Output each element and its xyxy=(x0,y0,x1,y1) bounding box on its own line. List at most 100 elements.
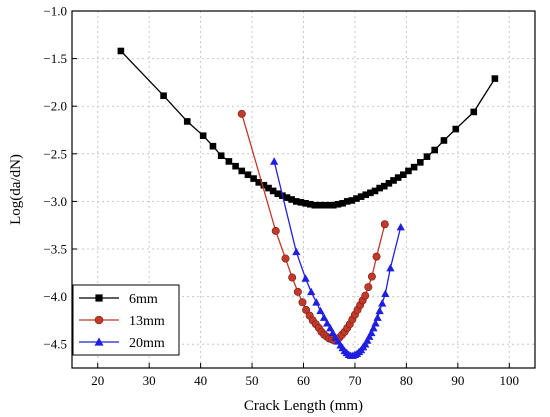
data-point-6mm xyxy=(348,197,356,204)
data-point-6mm xyxy=(292,198,300,205)
data-point-6mm xyxy=(250,175,257,182)
data-point-6mm xyxy=(199,132,207,140)
data-point-20mm xyxy=(270,157,279,165)
x-tick-label: 100 xyxy=(500,373,520,388)
grid xyxy=(72,10,535,368)
data-point-20mm xyxy=(371,319,380,327)
series-line-6mm xyxy=(120,50,496,206)
y-tick-label: −1.5 xyxy=(43,51,67,66)
legend-marker xyxy=(94,337,104,346)
legend-marker xyxy=(95,294,103,302)
x-tick-label: 60 xyxy=(297,373,310,388)
data-point-6mm xyxy=(274,190,282,198)
x-tick-label: 50 xyxy=(246,373,259,388)
data-point-6mm xyxy=(232,162,239,170)
y-tick-label: −4.5 xyxy=(43,337,67,352)
data-point-20mm xyxy=(369,323,378,332)
data-point-20mm xyxy=(396,222,405,231)
legend-marker xyxy=(94,315,104,325)
data-point-13mm xyxy=(293,287,302,296)
data-point-13mm xyxy=(281,254,290,263)
data-point-13mm xyxy=(380,220,389,229)
data-point-6mm xyxy=(394,174,402,181)
data-point-6mm xyxy=(410,163,418,171)
data-point-6mm xyxy=(362,191,370,199)
data-point-20mm xyxy=(363,336,372,344)
data-point-6mm xyxy=(380,182,388,190)
data-point-6mm xyxy=(117,47,125,55)
data-point-13mm xyxy=(361,291,370,300)
series-13mm xyxy=(237,109,389,345)
legend-item-6mm: 6mm xyxy=(79,292,158,307)
legend-item-13mm: 13mm xyxy=(79,314,165,329)
data-point-6mm xyxy=(390,177,397,184)
data-point-6mm xyxy=(452,125,460,133)
data-point-6mm xyxy=(311,201,319,209)
data-point-6mm xyxy=(265,184,272,192)
series-layer xyxy=(117,47,499,359)
legend-item-20mm: 20mm xyxy=(79,336,165,351)
data-point-6mm xyxy=(385,180,393,187)
data-point-6mm xyxy=(353,195,360,202)
data-point-13mm xyxy=(271,226,280,235)
data-point-6mm xyxy=(431,146,438,154)
data-point-6mm xyxy=(320,201,328,209)
data-point-6mm xyxy=(306,200,314,208)
legend: 6mm 13mm 20mm xyxy=(72,284,180,356)
data-point-20mm xyxy=(319,313,329,321)
data-point-13mm xyxy=(237,109,246,118)
y-tick-label: −4.0 xyxy=(43,289,67,304)
ticks: 20 30 40 50 60 70 80 90 100 −1.0 −1.5 −2.0 −2.5 −3.0 −… xyxy=(43,4,519,389)
data-point-20mm xyxy=(307,287,316,296)
data-point-6mm xyxy=(269,187,277,195)
x-tick-label: 70 xyxy=(348,373,361,388)
x-tick-label: 80 xyxy=(400,373,413,388)
data-point-20mm xyxy=(367,328,376,337)
data-point-13mm xyxy=(288,273,297,282)
data-point-6mm xyxy=(491,75,499,82)
data-point-6mm xyxy=(405,167,412,175)
data-point-6mm xyxy=(440,137,448,144)
x-tick-label: 30 xyxy=(143,373,156,388)
legend-label: 20mm xyxy=(129,336,165,351)
data-point-6mm xyxy=(470,108,478,116)
data-point-20mm xyxy=(301,274,310,282)
data-point-6mm xyxy=(376,184,383,192)
x-tick-label: 90 xyxy=(451,373,464,388)
data-point-6mm xyxy=(367,189,374,197)
data-point-20mm xyxy=(378,299,387,307)
data-point-20mm xyxy=(365,332,374,340)
data-point-13mm xyxy=(364,283,373,292)
data-point-6mm xyxy=(225,158,233,165)
data-point-6mm xyxy=(183,118,191,125)
x-axis-title: Crack Length (mm) xyxy=(244,398,363,414)
data-point-6mm xyxy=(255,179,263,186)
series-6mm xyxy=(117,47,499,209)
data-point-20mm xyxy=(326,323,335,332)
data-point-20mm xyxy=(381,289,390,298)
data-point-6mm xyxy=(244,171,252,179)
data-point-6mm xyxy=(238,167,246,175)
data-point-6mm xyxy=(334,200,342,208)
data-point-13mm xyxy=(298,298,307,307)
data-point-13mm xyxy=(372,252,381,261)
data-point-13mm xyxy=(302,305,311,314)
data-point-6mm xyxy=(371,187,379,195)
data-point-13mm xyxy=(367,272,376,281)
y-tick-label: −3.0 xyxy=(43,194,67,209)
series-20mm xyxy=(270,157,405,359)
y-tick-label: −1.0 xyxy=(43,4,67,19)
data-point-6mm xyxy=(316,201,323,209)
data-point-6mm xyxy=(343,198,351,205)
data-point-20mm xyxy=(323,319,332,327)
data-point-6mm xyxy=(357,193,365,200)
data-point-6mm xyxy=(160,92,167,100)
data-point-20mm xyxy=(328,328,337,337)
data-point-6mm xyxy=(260,181,268,189)
data-point-20mm xyxy=(375,306,384,315)
data-point-6mm xyxy=(283,194,291,201)
data-point-20mm xyxy=(373,313,382,321)
data-point-20mm xyxy=(292,247,301,256)
data-point-6mm xyxy=(217,152,225,160)
